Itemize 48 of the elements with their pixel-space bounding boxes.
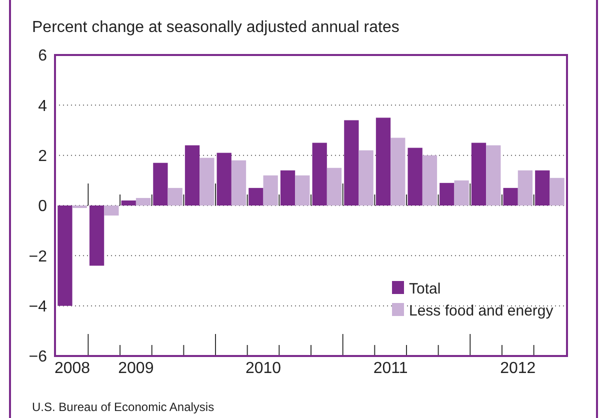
chart-title: Percent change at seasonally adjusted annual rates (32, 19, 400, 36)
bar (535, 170, 550, 206)
bar (344, 120, 359, 206)
y-tick-label: 6 (38, 48, 48, 65)
y-tick-label: 2 (38, 148, 48, 165)
bar (216, 152, 232, 206)
bar (503, 188, 518, 206)
bar (280, 170, 296, 206)
bar (200, 158, 214, 206)
bar (550, 178, 564, 206)
legend-label: Less food and energy (409, 302, 554, 320)
y-tick-label: 0 (38, 198, 48, 216)
x-tick-label: 2009 (118, 360, 154, 377)
bar (295, 175, 310, 206)
bar (184, 145, 200, 206)
x-tick-label: 2008 (54, 360, 90, 377)
y-tick-label: −2 (28, 248, 48, 266)
bar (518, 170, 533, 206)
bar (121, 200, 136, 206)
bar (58, 206, 72, 306)
legend-label: Total (409, 280, 441, 298)
bar (471, 142, 486, 206)
bar (72, 206, 87, 208)
bar (358, 150, 374, 206)
text: U.S. Bureau of Economic Analysis (32, 400, 214, 414)
x-tick-label: 2011 (373, 360, 408, 377)
bar (104, 206, 119, 216)
y-tick-label: −6 (28, 348, 48, 366)
bar (326, 168, 342, 206)
bar (168, 188, 182, 206)
x-tick-label: 2010 (245, 360, 282, 377)
bar (376, 118, 391, 206)
bar (422, 155, 438, 206)
bar (263, 175, 278, 206)
bar (136, 198, 151, 206)
bar (454, 180, 469, 206)
bar (486, 145, 501, 206)
x-tick-label: 2012 (500, 360, 536, 377)
y-tick-label: 4 (38, 98, 48, 115)
bar (153, 162, 168, 206)
bar (312, 142, 327, 206)
bar (231, 160, 246, 206)
bar (390, 138, 406, 206)
bar (248, 188, 264, 206)
bar (89, 206, 104, 266)
bar (440, 182, 454, 206)
bar (408, 148, 422, 206)
y-tick-label: −4 (28, 298, 48, 316)
